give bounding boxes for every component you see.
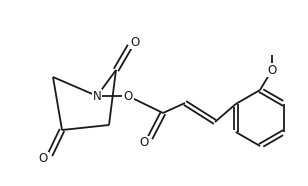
Text: O: O (124, 89, 133, 102)
Text: N: N (93, 89, 101, 102)
Text: O: O (140, 137, 149, 150)
Text: O: O (38, 153, 48, 166)
Text: O: O (130, 36, 140, 49)
Text: O: O (267, 63, 277, 76)
